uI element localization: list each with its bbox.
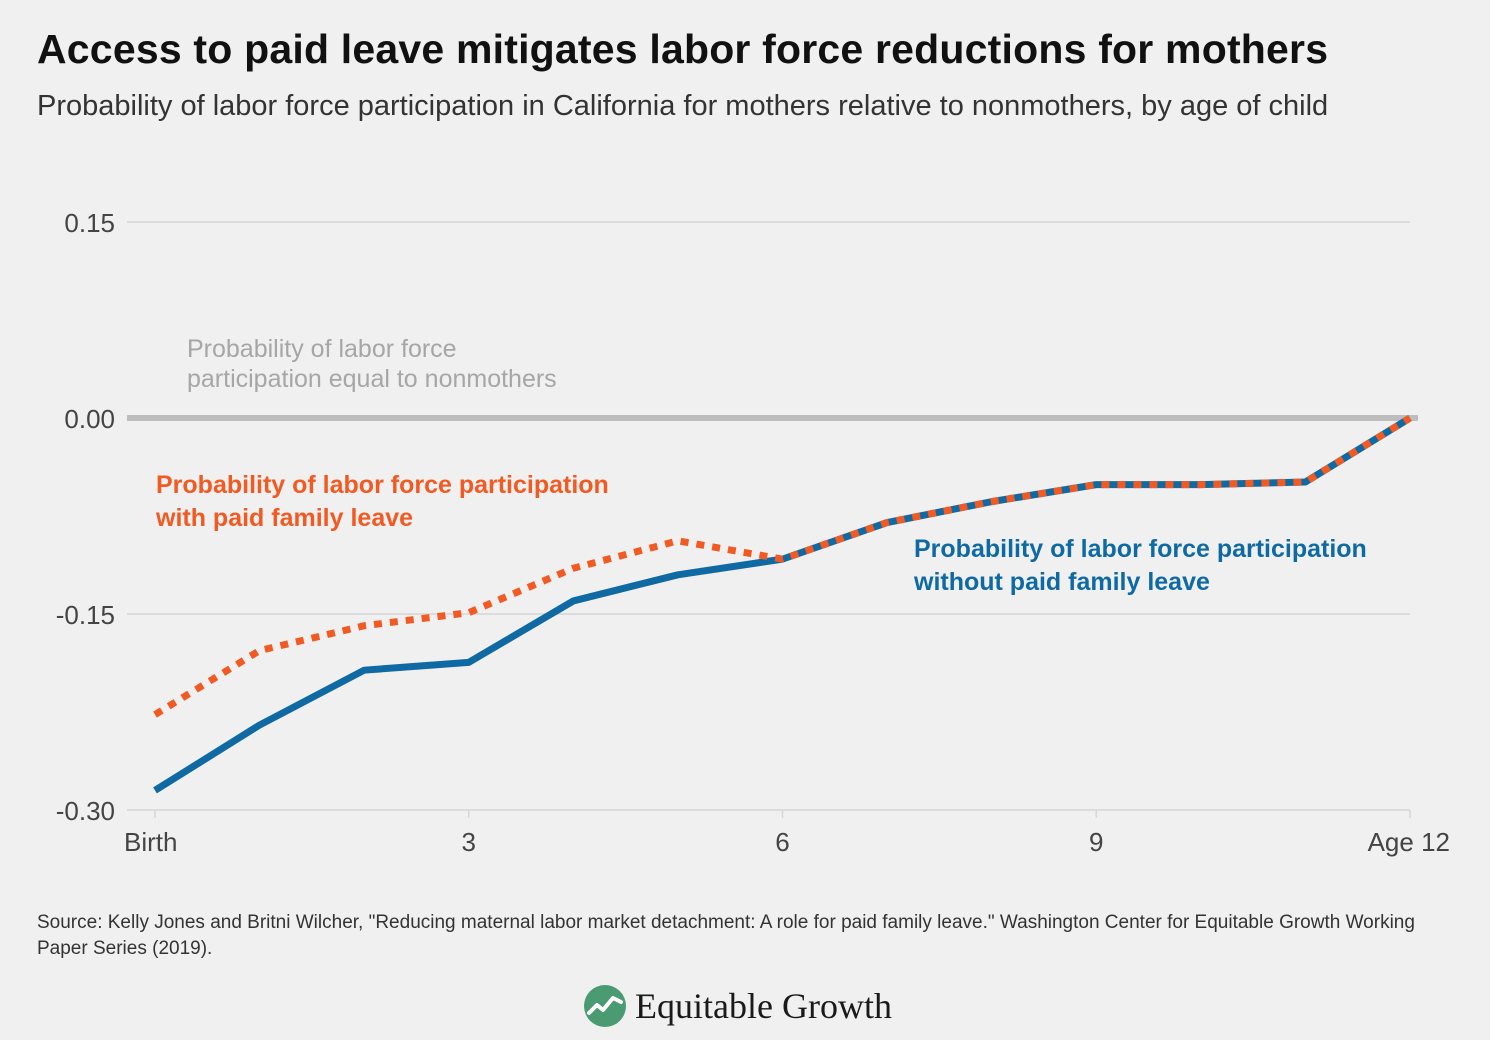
series-layer: [153, 415, 1412, 794]
series-label-without-paid-leave: Probability of labor force participation: [914, 535, 1367, 563]
series-line-with-paid-leave: [153, 415, 1412, 718]
annotation-layer: Probability of labor forceparticipation …: [155, 335, 1367, 596]
y-tick-label: 0.15: [64, 208, 115, 238]
x-tick-label: 6: [775, 827, 789, 857]
brand-name: Equitable Growth: [635, 986, 892, 1026]
data-point-with: [259, 650, 260, 651]
x-tick-label: Age 12: [1368, 827, 1450, 857]
x-tick-label: 9: [1089, 827, 1103, 857]
tick-labels: 0.15 0.00 -0.15 -0.30 Birth 3 6 9 Age 12: [56, 208, 1450, 857]
x-tick-label: 3: [462, 827, 476, 857]
x-tick-label: Birth: [124, 827, 177, 857]
data-point-with: [677, 540, 678, 541]
reference-line-label: Probability of labor force: [187, 335, 457, 363]
y-tick-label: -0.15: [56, 600, 115, 630]
y-tick-label: 0.00: [64, 404, 115, 434]
chart-title: Access to paid leave mitigates labor for…: [37, 26, 1329, 72]
y-tick-label: -0.30: [56, 796, 115, 826]
series-label-with-paid-leave: Probability of labor force participation: [156, 471, 609, 499]
series-label-with-paid-leave: with paid family leave: [155, 504, 413, 532]
brand-logo: Equitable Growth: [583, 982, 892, 1030]
growth-logo-icon: [584, 985, 626, 1027]
reference-line-label: participation equal to nonmothers: [187, 365, 557, 393]
chart-subtitle: Probability of labor force participation…: [37, 90, 1329, 122]
data-point-with: [468, 612, 469, 613]
series-label-without-paid-leave: without paid family leave: [913, 568, 1210, 596]
source-note: Source: Kelly Jones and Britni Wilcher, …: [37, 912, 1415, 959]
grid-lines: [127, 221, 1411, 818]
